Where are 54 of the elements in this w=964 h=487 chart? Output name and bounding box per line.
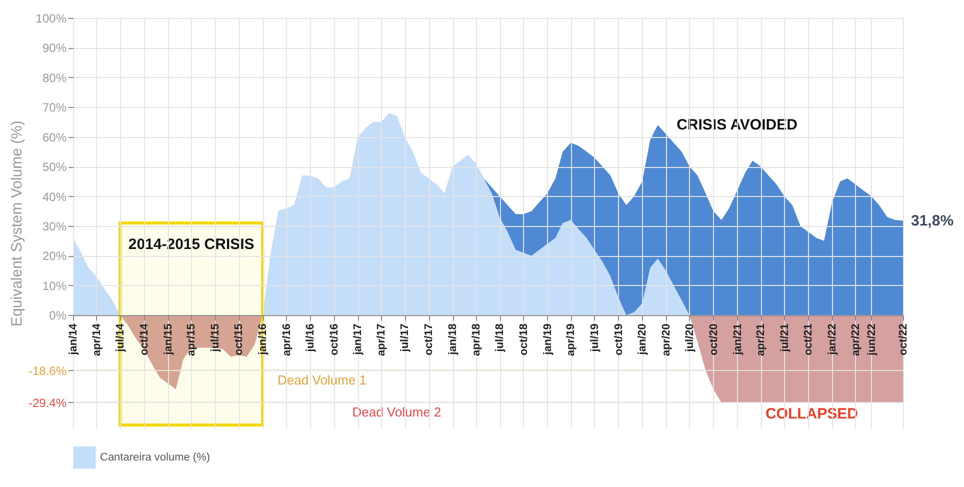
y-tick-label: 70% xyxy=(42,100,67,115)
y-axis-title: Equivalent System Volume (%) xyxy=(8,120,26,326)
x-tick-label: apr/19 xyxy=(565,324,578,356)
x-tick-label: oct/14 xyxy=(138,322,150,356)
x-tick-label: oct/21 xyxy=(802,324,815,356)
y-tick-label: 90% xyxy=(42,41,67,56)
x-tick-label: oct/17 xyxy=(423,324,436,356)
x-tick-label: jan/18 xyxy=(447,324,460,356)
y-tick-label: 50% xyxy=(42,160,67,174)
x-tick-label: jul/17 xyxy=(399,324,412,353)
legend-label: Cantareira volume (%) xyxy=(100,452,210,464)
x-tick-label: jul/14 xyxy=(114,322,127,353)
x-tick-label: apr/17 xyxy=(376,324,388,356)
x-tick-label: jan/20 xyxy=(636,324,649,356)
x-tick-label: jul/18 xyxy=(494,324,506,353)
y-tick-label: -29.4% xyxy=(28,396,67,410)
y-tick-label: 80% xyxy=(42,70,67,85)
y-tick-label: 0% xyxy=(49,308,67,323)
x-tick-label: jul/15 xyxy=(209,324,222,353)
y-tick-label: 10% xyxy=(42,278,67,293)
x-tick-label: jan/14 xyxy=(68,322,80,356)
x-tick-label: oct/16 xyxy=(328,324,340,356)
x-tick-label: jul/20 xyxy=(684,324,696,353)
x-tick-label: jan/15 xyxy=(162,324,174,356)
x-tick-label: oct/18 xyxy=(518,324,530,356)
y-tick-label: 20% xyxy=(42,249,67,264)
band-label: 2014-2015 CRISIS xyxy=(128,236,254,253)
x-tick-label: apr/18 xyxy=(470,324,482,356)
x-tick-label: jan/19 xyxy=(542,324,554,356)
x-tick-label: jan/22 xyxy=(826,324,839,356)
x-tick-label: oct/19 xyxy=(612,324,625,356)
x-tick-label: jul/16 xyxy=(304,324,316,353)
y-tick-label: 40% xyxy=(42,190,67,204)
x-tick-label: apr/15 xyxy=(186,324,198,356)
x-tick-label: apr/22 xyxy=(850,324,862,356)
annotation: 31,8% xyxy=(911,212,954,230)
x-tick-label: oct/15 xyxy=(233,324,246,356)
y-tick-label: 60% xyxy=(42,130,67,144)
y-tick-label: 30% xyxy=(42,219,67,234)
x-tick-label: jan/16 xyxy=(257,324,270,356)
x-tick-label: jan/17 xyxy=(352,324,364,356)
x-tick-label: apr/16 xyxy=(280,324,293,356)
x-tick-label: jun/22 xyxy=(866,324,878,356)
x-tick-label: jul/21 xyxy=(778,324,791,353)
ref-line-label: Dead Volume 1 xyxy=(278,372,366,388)
x-tick-label: apr/21 xyxy=(755,324,768,356)
y-tick-label: -18.6% xyxy=(28,364,67,378)
x-tick-label: jan/21 xyxy=(732,324,744,356)
x-tick-label: oct/22 xyxy=(898,324,910,356)
x-tick-label: apr/20 xyxy=(660,324,672,356)
y-tick-label: 100% xyxy=(36,12,67,26)
x-tick-label: jul/19 xyxy=(588,324,601,353)
x-tick-label: oct/20 xyxy=(708,324,720,356)
x-tick-label: apr/14 xyxy=(90,322,103,356)
